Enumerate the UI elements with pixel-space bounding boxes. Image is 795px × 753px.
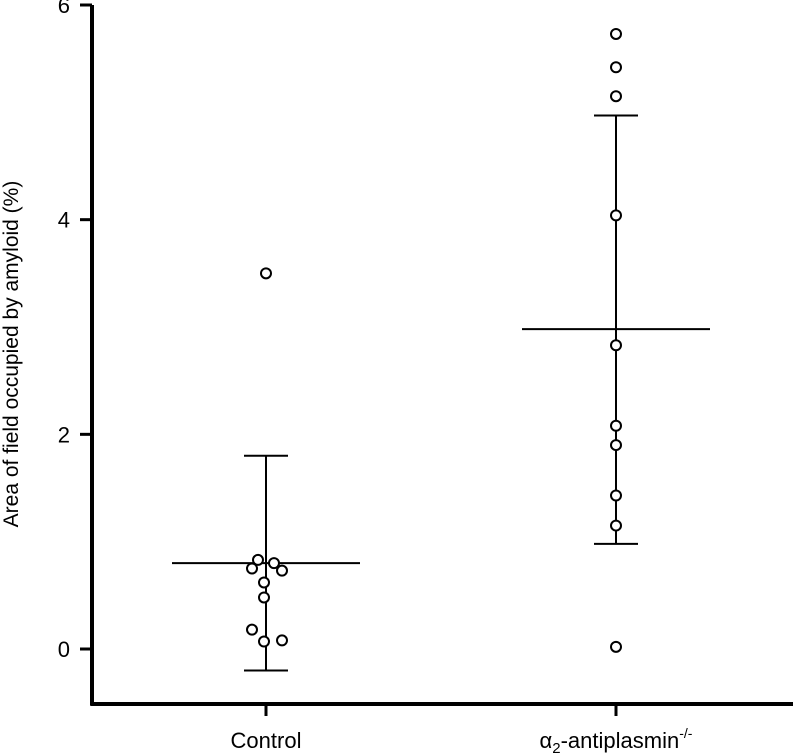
data-point [610,439,622,452]
error-bars [172,114,710,672]
y-tick-label: 2 [58,422,70,447]
data-point [246,623,258,636]
y-tick-label: 4 [58,208,70,233]
data-point [610,419,622,432]
data-points [246,27,622,653]
y-axis-label: Area of field occupied by amyloid (%) [0,181,23,528]
x-tick-label: Control [231,728,302,753]
y-tick-label: 6 [58,0,70,18]
data-point [610,339,622,352]
data-point [246,562,258,575]
data-point [610,209,622,222]
data-point [610,90,622,103]
y-tick-label: 0 [58,637,70,662]
error-bar-group [172,454,360,672]
data-point [258,576,270,589]
data-point [268,557,280,570]
data-point [610,519,622,532]
x-tick-label: α2-antiplasmin-/- [540,725,693,753]
data-point [276,564,288,577]
data-point [252,553,264,566]
y-ticks: 0 2 4 6 [58,0,92,662]
error-bar-group [522,114,710,545]
data-point [610,61,622,74]
data-point [258,635,270,648]
data-point [610,640,622,653]
data-point [610,27,622,40]
data-point [258,591,270,604]
data-point [610,489,622,502]
x-category-labels: Control α2-antiplasmin-/- [231,704,693,753]
data-point [260,267,272,280]
data-point [276,634,288,647]
axes [90,5,793,706]
